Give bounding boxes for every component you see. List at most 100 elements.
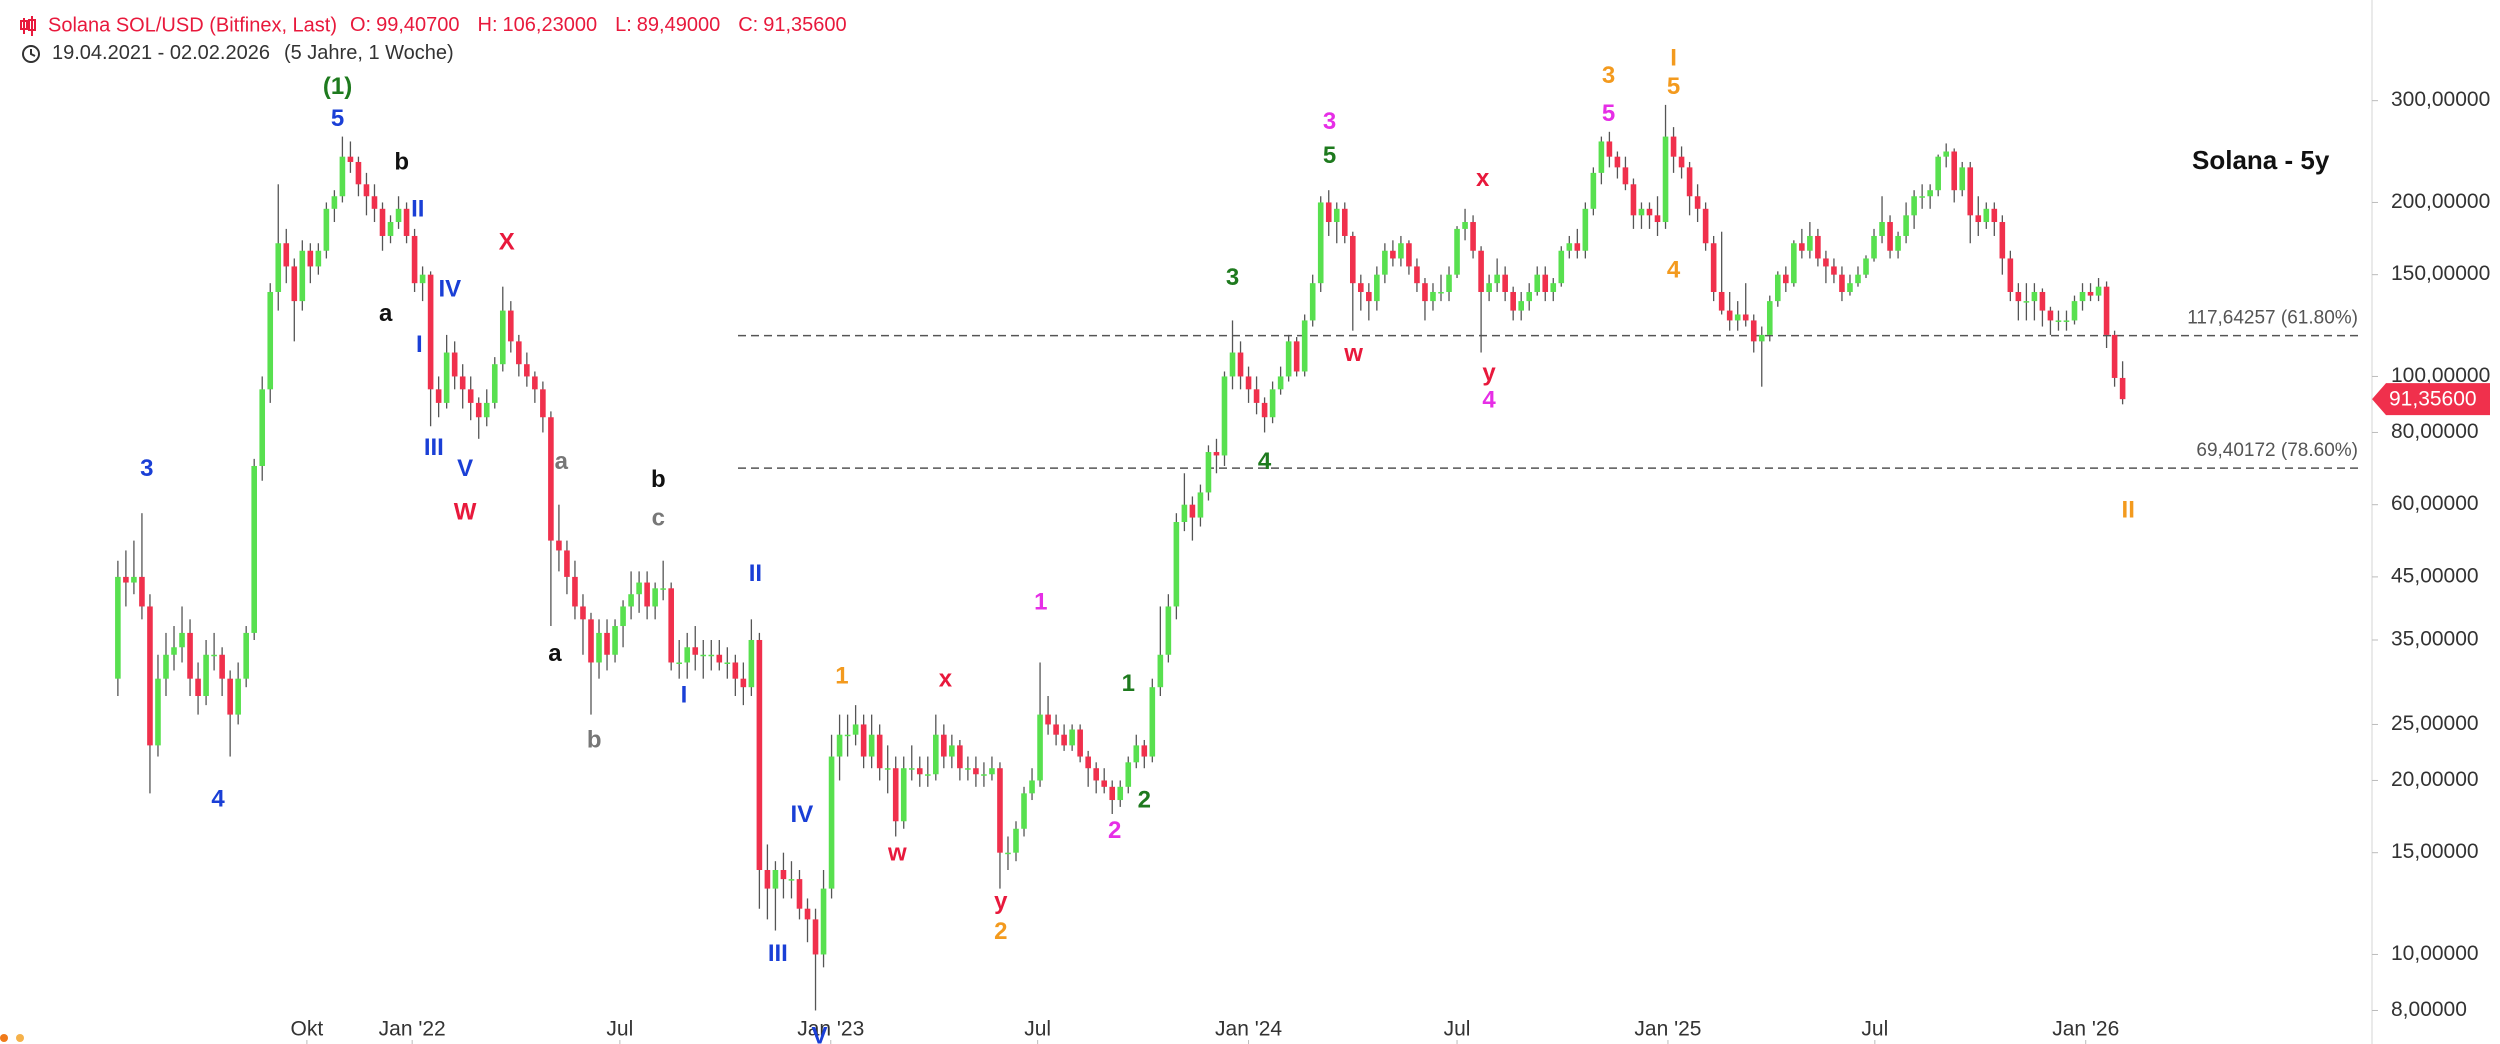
candle-body bbox=[1285, 341, 1292, 377]
candle-body bbox=[235, 678, 241, 715]
candle-body bbox=[1269, 389, 1276, 418]
candle-body bbox=[1093, 768, 1099, 781]
candle-body bbox=[1181, 504, 1188, 522]
candle-body bbox=[716, 654, 723, 663]
wave-label: 4 bbox=[211, 785, 225, 812]
candle-body bbox=[1197, 492, 1204, 518]
candle-body bbox=[1742, 314, 1749, 321]
candle-body bbox=[2039, 291, 2046, 311]
range: 19.04.2021 - 02.02.2026 bbox=[52, 42, 270, 64]
candle-body bbox=[580, 606, 586, 620]
wave-label: b bbox=[651, 466, 666, 493]
candle-body bbox=[1550, 283, 1557, 292]
candle-body bbox=[323, 208, 330, 251]
candle-body bbox=[1422, 283, 1428, 302]
candle-body bbox=[331, 196, 338, 209]
y-tick-label: 8,00000 bbox=[2391, 998, 2467, 1021]
candle-body bbox=[844, 734, 851, 737]
candle-body bbox=[211, 654, 217, 657]
candle-body bbox=[1029, 780, 1035, 794]
candle-body bbox=[1799, 243, 1805, 251]
candle-body bbox=[1606, 141, 1613, 157]
candle-body bbox=[491, 364, 498, 403]
candle-body bbox=[1478, 250, 1484, 292]
candle-body bbox=[2023, 301, 2030, 303]
wave-label: y bbox=[994, 888, 1008, 915]
wave-label: I bbox=[681, 681, 688, 708]
wave-label: 1 bbox=[1034, 589, 1047, 616]
candle-body bbox=[957, 745, 963, 769]
candle-body bbox=[1991, 208, 1998, 223]
candle-body bbox=[299, 250, 306, 302]
candle-body bbox=[1293, 341, 1300, 372]
candle-body bbox=[1454, 228, 1460, 275]
candle-body bbox=[315, 250, 322, 267]
ohlc-readout: O: 99,40700 H: 106,23000 L: 89,49000 C: 91,3560… bbox=[350, 14, 847, 36]
candle-body bbox=[1406, 243, 1412, 267]
candle-body bbox=[2007, 258, 2014, 292]
candle-body bbox=[179, 632, 185, 648]
candle-body bbox=[724, 662, 731, 664]
candle-body bbox=[1261, 402, 1268, 418]
candle-body bbox=[1237, 352, 1244, 377]
ohlc-key: O: bbox=[350, 14, 371, 36]
candle-body bbox=[1590, 172, 1597, 209]
candle-body bbox=[1943, 151, 1949, 157]
candle-body bbox=[1510, 291, 1516, 311]
candle-body bbox=[219, 654, 225, 679]
candle-body bbox=[1975, 215, 1982, 223]
candle-body bbox=[1221, 376, 1228, 456]
candle-body bbox=[2015, 291, 2022, 302]
candle-body bbox=[1398, 243, 1404, 259]
candle-body bbox=[1349, 235, 1356, 284]
wave-label: 4 bbox=[1482, 387, 1496, 414]
candle-body bbox=[1141, 745, 1148, 757]
candle-body bbox=[395, 208, 402, 223]
candle-body bbox=[556, 540, 562, 551]
candle-body bbox=[941, 734, 947, 757]
candle-body bbox=[588, 619, 594, 663]
y-tick-label: 25,00000 bbox=[2391, 712, 2479, 735]
candle-body bbox=[387, 222, 394, 236]
candle-body bbox=[187, 632, 193, 679]
candle-body bbox=[2055, 320, 2062, 322]
candle-body bbox=[596, 632, 602, 663]
candle-body bbox=[1807, 235, 1813, 251]
wave-label: x bbox=[939, 666, 953, 693]
candle-body bbox=[1061, 734, 1067, 746]
candle-body bbox=[115, 576, 121, 679]
candle-body bbox=[1831, 266, 1837, 275]
candle-body bbox=[1694, 196, 1701, 209]
candle-body bbox=[1598, 141, 1605, 173]
level-label: 117,64257 (61.80%) bbox=[2187, 308, 2358, 329]
wave-label: 2 bbox=[994, 918, 1007, 945]
candle-body bbox=[1935, 156, 1941, 191]
candle-body bbox=[1438, 291, 1444, 294]
candle-body bbox=[1927, 190, 1933, 197]
candle-body bbox=[1117, 786, 1124, 801]
candle-body bbox=[1791, 243, 1797, 284]
candle-body bbox=[195, 678, 201, 696]
corner-dot bbox=[16, 1034, 24, 1042]
candle-body bbox=[1333, 208, 1340, 223]
candle-body bbox=[1710, 243, 1717, 292]
candle-body bbox=[411, 235, 418, 284]
wave-label: W bbox=[454, 499, 477, 526]
corner-dot bbox=[0, 1034, 8, 1042]
wave-label: IV bbox=[791, 801, 814, 828]
candle-body bbox=[788, 879, 795, 881]
clock-icon bbox=[22, 45, 40, 63]
wave-label: IV bbox=[439, 276, 462, 303]
wave-label: 1 bbox=[835, 662, 848, 689]
candle-body bbox=[772, 870, 779, 889]
wave-label: 4 bbox=[1667, 257, 1681, 284]
candle-body bbox=[1726, 310, 1733, 321]
candle-body bbox=[1758, 334, 1765, 342]
candle-body bbox=[933, 734, 939, 775]
candle-body bbox=[1502, 274, 1508, 292]
x-tick-label: Jul bbox=[1444, 1018, 1471, 1041]
candle-body bbox=[347, 156, 354, 162]
candle-body bbox=[1101, 780, 1108, 787]
